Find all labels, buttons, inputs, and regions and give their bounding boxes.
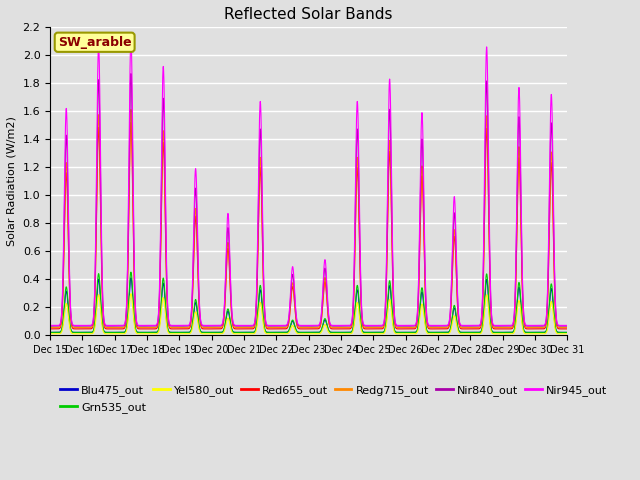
Red655_out <box>356 243 364 249</box>
Yel580_out <box>451 313 458 319</box>
Line: Yel580_out: Yel580_out <box>50 294 568 334</box>
Text: SW_arable: SW_arable <box>58 36 131 49</box>
Yel580_out <box>127 291 135 297</box>
Grn535_out <box>564 329 572 335</box>
Nir840_out <box>46 323 54 329</box>
Red655_out <box>490 325 497 331</box>
Red655_out <box>564 326 572 332</box>
Redg715_out <box>273 324 280 330</box>
Blu475_out <box>476 329 484 335</box>
Nir945_out <box>46 323 54 328</box>
Red655_out <box>328 326 335 332</box>
Blu475_out <box>564 329 572 335</box>
Red655_out <box>451 234 458 240</box>
Grn535_out <box>46 329 54 335</box>
Blu475_out <box>328 329 335 335</box>
Line: Grn535_out: Grn535_out <box>50 272 568 332</box>
Nir945_out <box>490 322 497 327</box>
Blu475_out <box>154 329 161 335</box>
Grn535_out <box>328 329 335 335</box>
Nir945_out <box>564 323 572 328</box>
Nir840_out <box>490 323 497 328</box>
Nir945_out <box>273 323 280 328</box>
Redg715_out <box>328 324 335 330</box>
Nir840_out <box>328 323 335 329</box>
Blu475_out <box>451 305 458 311</box>
Redg715_out <box>451 228 458 233</box>
Redg715_out <box>154 323 161 328</box>
Nir840_out <box>451 211 458 216</box>
Yel580_out <box>564 331 572 336</box>
Red655_out <box>476 325 484 331</box>
Yel580_out <box>154 331 161 336</box>
Nir840_out <box>127 71 135 76</box>
Redg715_out <box>46 324 54 330</box>
Grn535_out <box>154 329 161 335</box>
Legend: Blu475_out, Grn535_out, Yel580_out, Red655_out, Redg715_out, Nir840_out, Nir945_: Blu475_out, Grn535_out, Yel580_out, Red6… <box>56 381 612 417</box>
Line: Redg715_out: Redg715_out <box>50 109 568 327</box>
Grn535_out <box>127 269 135 275</box>
Blu475_out <box>127 275 135 281</box>
Yel580_out <box>490 331 497 336</box>
Line: Red655_out: Red655_out <box>50 122 568 329</box>
Grn535_out <box>273 329 280 335</box>
Nir945_out <box>127 36 135 41</box>
Blu475_out <box>273 329 280 335</box>
Grn535_out <box>451 303 458 309</box>
Y-axis label: Solar Radiation (W/m2): Solar Radiation (W/m2) <box>7 116 17 246</box>
Nir945_out <box>476 322 484 328</box>
Yel580_out <box>476 331 484 336</box>
Nir840_out <box>273 323 280 329</box>
Nir945_out <box>328 323 335 328</box>
Nir840_out <box>154 321 161 326</box>
Yel580_out <box>273 331 280 336</box>
Blu475_out <box>46 329 54 335</box>
Yel580_out <box>356 315 364 321</box>
Line: Nir840_out: Nir840_out <box>50 73 568 326</box>
Grn535_out <box>490 329 497 335</box>
Blu475_out <box>490 329 497 335</box>
Grn535_out <box>476 329 484 335</box>
Red655_out <box>127 120 135 125</box>
Nir840_out <box>356 222 364 228</box>
Redg715_out <box>356 238 364 243</box>
Yel580_out <box>46 331 54 336</box>
Redg715_out <box>127 107 135 112</box>
Red655_out <box>46 326 54 332</box>
Line: Blu475_out: Blu475_out <box>50 278 568 332</box>
Nir840_out <box>476 323 484 328</box>
Grn535_out <box>356 305 364 311</box>
Red655_out <box>154 324 161 330</box>
Nir945_out <box>356 208 364 214</box>
Nir945_out <box>451 194 458 200</box>
Blu475_out <box>356 308 364 313</box>
Line: Nir945_out: Nir945_out <box>50 38 568 325</box>
Yel580_out <box>328 331 335 336</box>
Title: Reflected Solar Bands: Reflected Solar Bands <box>225 7 393 22</box>
Red655_out <box>273 326 280 332</box>
Redg715_out <box>476 324 484 330</box>
Redg715_out <box>564 324 572 330</box>
Redg715_out <box>490 324 497 330</box>
Nir840_out <box>564 323 572 329</box>
Nir945_out <box>154 320 161 325</box>
